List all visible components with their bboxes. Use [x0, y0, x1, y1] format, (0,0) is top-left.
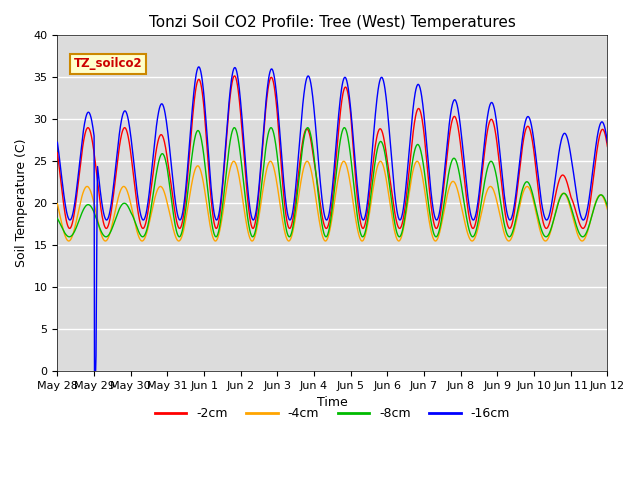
Text: TZ_soilco2: TZ_soilco2 — [74, 57, 143, 70]
Y-axis label: Soil Temperature (C): Soil Temperature (C) — [15, 139, 28, 267]
X-axis label: Time: Time — [317, 396, 348, 409]
Legend: -2cm, -4cm, -8cm, -16cm: -2cm, -4cm, -8cm, -16cm — [150, 402, 515, 425]
Title: Tonzi Soil CO2 Profile: Tree (West) Temperatures: Tonzi Soil CO2 Profile: Tree (West) Temp… — [149, 15, 516, 30]
